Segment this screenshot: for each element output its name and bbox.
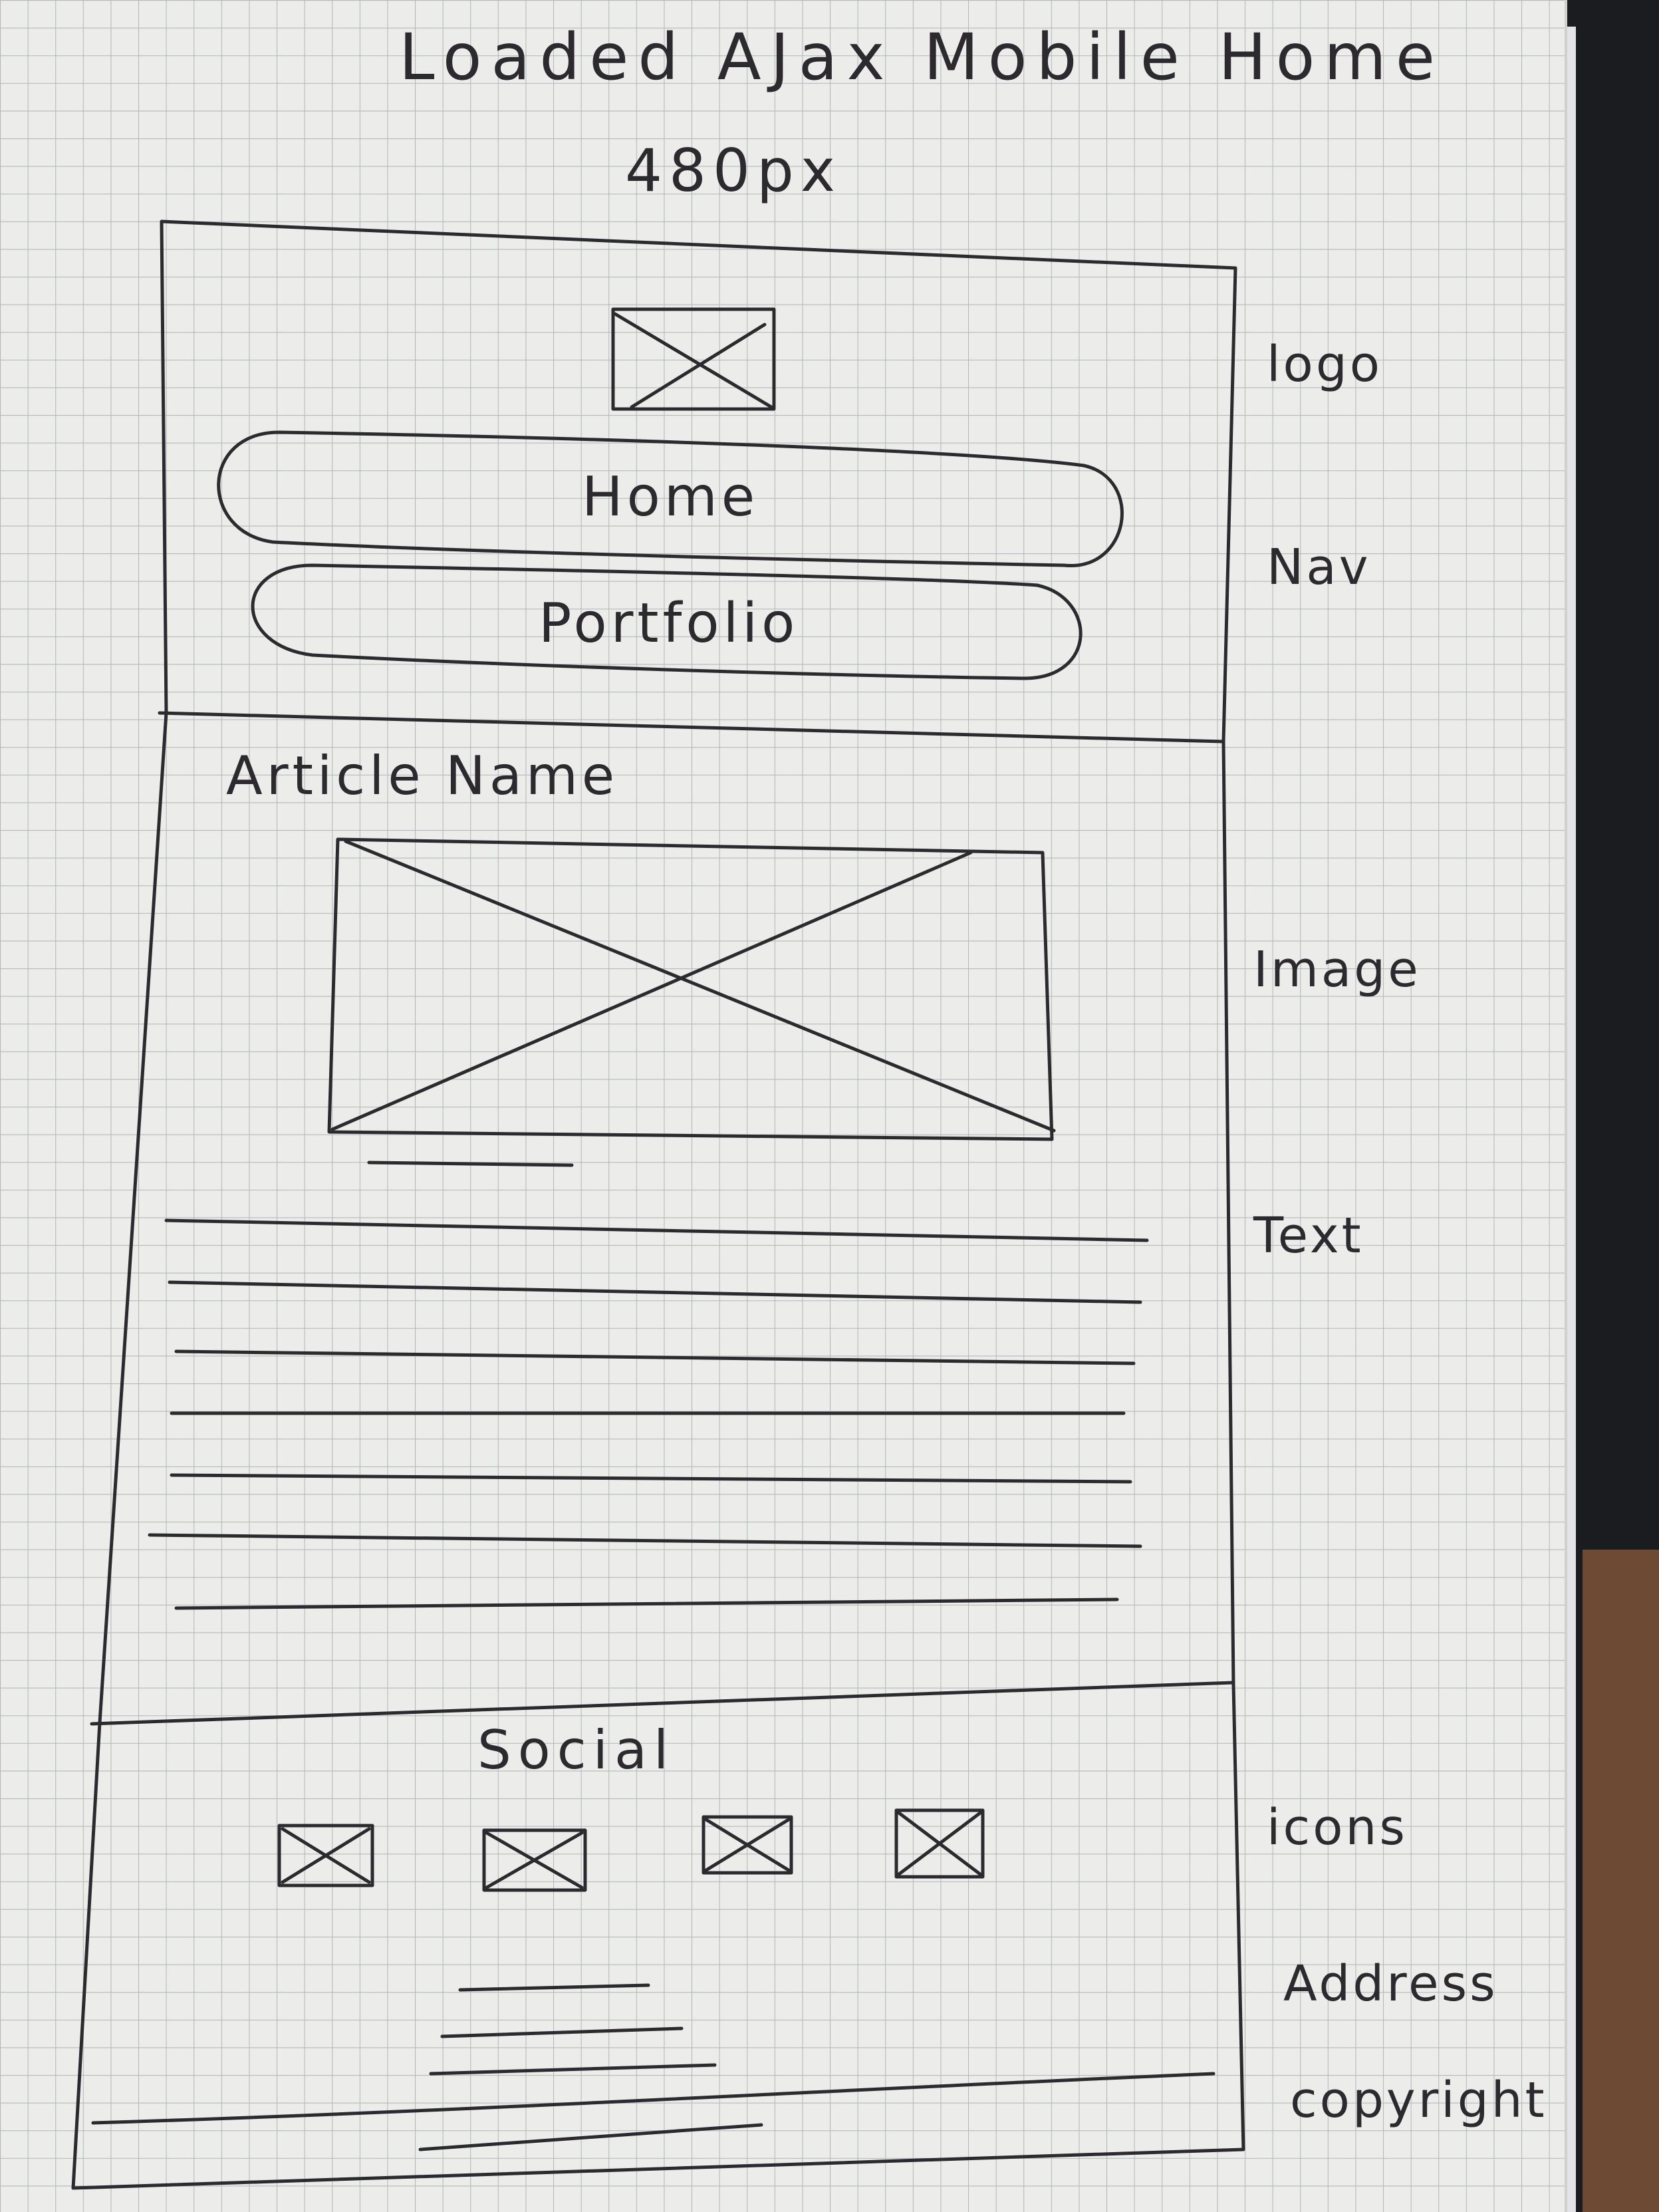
article-name: Article Name bbox=[226, 745, 619, 807]
nav-home-button[interactable] bbox=[217, 430, 1124, 567]
text-line bbox=[170, 1473, 1132, 1484]
annotation-logo: logo bbox=[1267, 336, 1383, 393]
social-icon-1[interactable] bbox=[277, 1824, 374, 1887]
text-line bbox=[148, 1533, 1142, 1548]
text-line bbox=[174, 1349, 1136, 1365]
logo-icon bbox=[611, 307, 776, 411]
text-line bbox=[164, 1218, 1149, 1242]
sketch-subtitle: 480px bbox=[625, 136, 842, 205]
annotation-icons: icons bbox=[1267, 1799, 1408, 1856]
address-block bbox=[429, 1983, 717, 2076]
desk-wood bbox=[1583, 1550, 1659, 2212]
image-caption-line bbox=[367, 1161, 574, 1167]
nav-portfolio-label[interactable]: Portfolio bbox=[539, 592, 799, 655]
social-heading: Social bbox=[477, 1719, 676, 1781]
social-icon-3[interactable] bbox=[702, 1815, 793, 1875]
annotation-address: Address bbox=[1283, 1955, 1498, 2012]
social-icon-4[interactable] bbox=[894, 1808, 985, 1879]
footer-divider bbox=[90, 1681, 1235, 1726]
article-image-icon bbox=[327, 837, 1056, 1141]
graph-grid bbox=[0, 0, 1566, 2212]
phone-frame bbox=[71, 219, 1245, 2190]
annotation-image: Image bbox=[1253, 941, 1421, 998]
nav-portfolio-button[interactable] bbox=[251, 563, 1083, 680]
text-line bbox=[168, 1280, 1142, 1304]
annotation-copyright: copyright bbox=[1290, 2072, 1547, 2129]
social-icon-2[interactable] bbox=[482, 1828, 587, 1892]
nav-home-label[interactable]: Home bbox=[582, 466, 759, 529]
sketch-title: Loaded AJax Mobile Home bbox=[399, 20, 1444, 94]
article-text-block bbox=[148, 1218, 1149, 1610]
annotation-nav: Nav bbox=[1267, 539, 1371, 596]
header-divider bbox=[158, 711, 1225, 744]
annotation-text: Text bbox=[1253, 1207, 1364, 1264]
text-line bbox=[174, 1597, 1119, 1610]
copyright-block bbox=[91, 2072, 1215, 2151]
